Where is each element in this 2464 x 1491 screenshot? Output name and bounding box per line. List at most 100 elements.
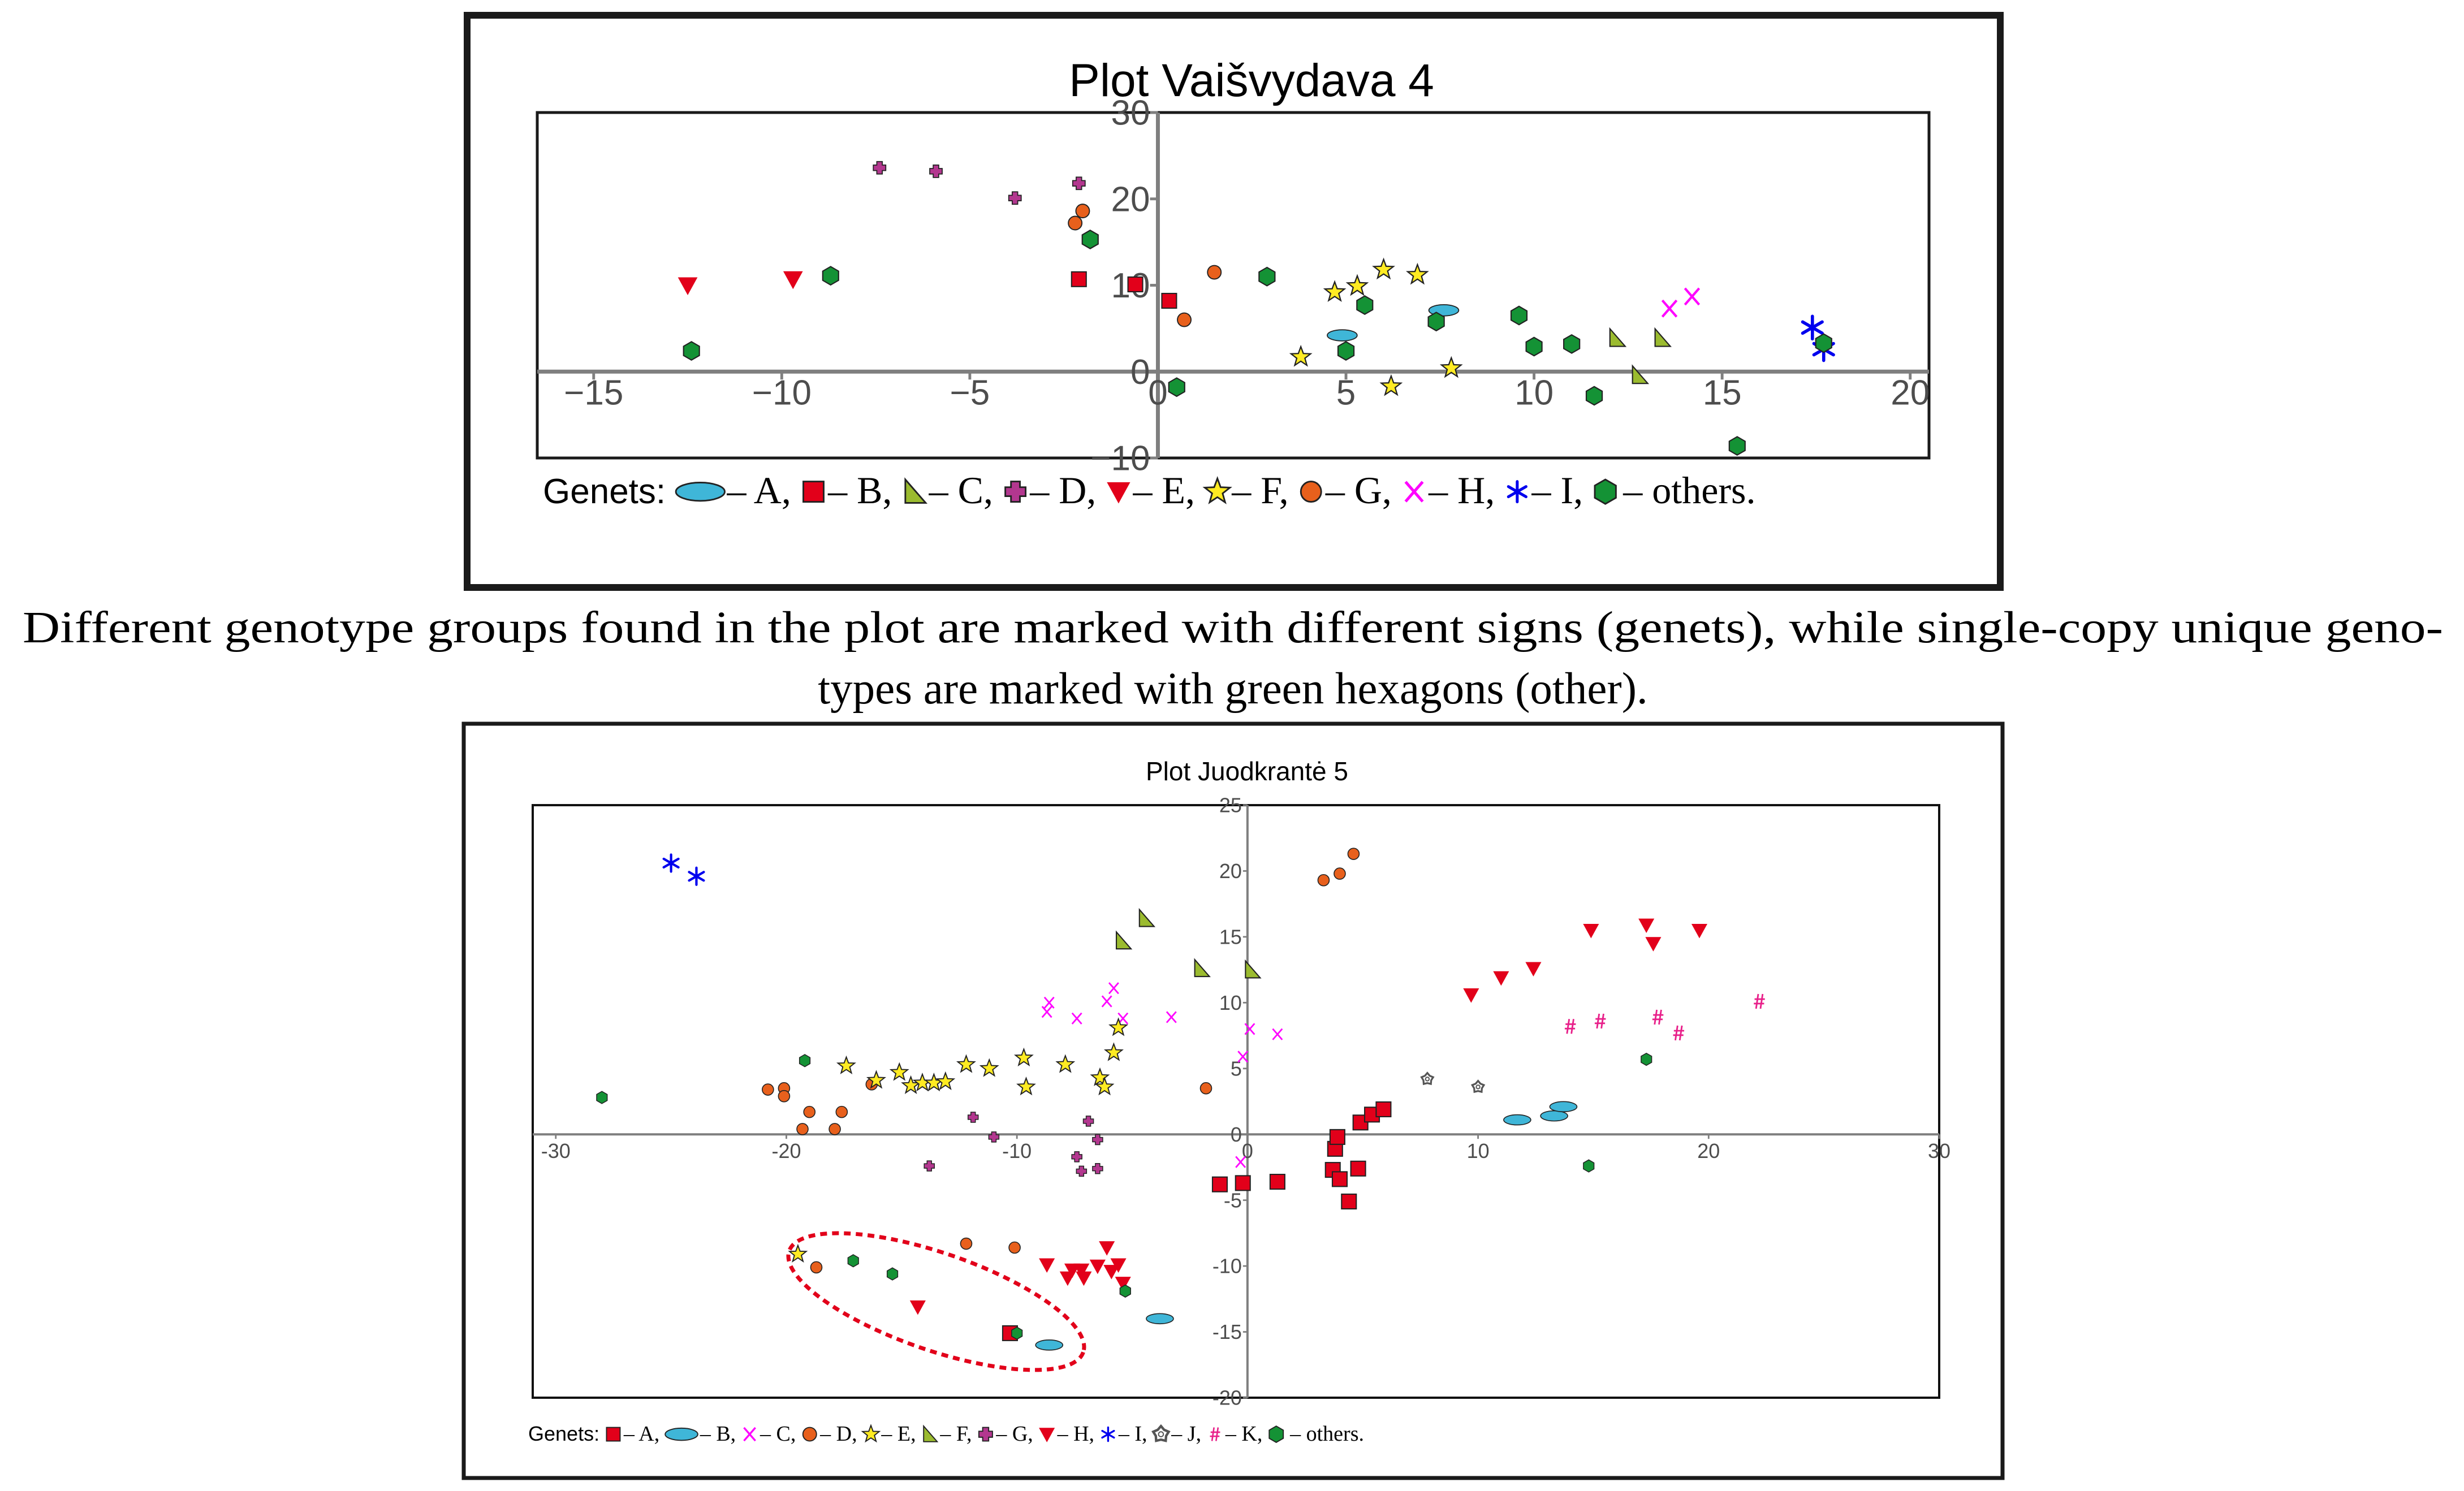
caption-line-2: types are marked with green hexagons (ot… [818,664,1648,714]
data-point [1470,1079,1486,1094]
data-point [1099,1241,1115,1256]
data-point [1329,1129,1345,1145]
series-others [683,230,1832,456]
series-C [1041,982,1283,1168]
legend-marker-cross [978,1427,993,1442]
data-point [1244,1023,1255,1035]
legend-marker-hexagon [1268,1425,1284,1444]
data-point [1594,1013,1606,1029]
data-point [909,1300,926,1315]
data-point [1406,262,1429,285]
x-tick-label: −5 [950,373,990,412]
data-point [1011,1326,1023,1340]
data-point [1177,312,1192,327]
data-point [1119,1284,1131,1298]
legend-marker-star [1202,476,1232,504]
data-point [1564,1019,1576,1034]
data-point [1008,191,1022,205]
plot-frame [536,111,1931,460]
data-point [1754,993,1765,1009]
data-point [1115,1277,1131,1291]
data-point [1654,327,1672,347]
series-B [1071,271,1177,309]
data-point [1503,1114,1531,1126]
y-tick-label: 20 [1111,180,1150,219]
x-tick-label: 20 [1891,373,1930,412]
y-tick-label: 5 [1231,1057,1242,1080]
data-point [1661,299,1678,318]
data-point [1583,1159,1595,1173]
legend-label: – D, [819,1422,857,1446]
panel-border [464,12,2004,591]
data-point [1673,1025,1685,1041]
chart-panel-vaisvydava: Plot Vaišvydava 4 −15−10−505101520302010… [464,12,2004,591]
data-point [1073,1263,1090,1278]
data-point [1082,1116,1094,1127]
data-point [1525,336,1543,357]
x-tick-label: -10 [1002,1139,1032,1162]
series-E [788,1017,1129,1263]
legend-marker-tridown [1107,482,1130,504]
legend-label: – C, [760,1422,796,1446]
annotation-dashed-ellipse [786,1231,1086,1372]
data-point [1207,265,1222,280]
legend-label: – C, [929,469,993,512]
data-point [778,1090,791,1103]
data-point [1089,1259,1106,1274]
legend-marker-asterisk [1101,1426,1115,1442]
data-point [1161,292,1177,309]
data-point [1347,848,1360,860]
data-point [1090,1067,1110,1086]
series-G [924,1112,1103,1177]
legend-title: Genets: [543,472,666,511]
data-point [1549,1101,1578,1113]
legend-label: – B, [700,1422,736,1446]
y-tick-label: −10 [1090,439,1150,478]
data-point [1645,937,1662,952]
data-point [1245,959,1262,979]
data-point [979,1058,999,1077]
data-point [1379,374,1403,396]
data-point [1801,314,1824,341]
data-point [1439,356,1463,378]
data-point [1331,1171,1348,1187]
x-tick-label: 20 [1697,1139,1720,1162]
y-tick-label: 25 [1219,794,1242,817]
data-point [935,1071,956,1090]
series-H [1661,287,1701,318]
series-I [662,853,705,886]
data-point [1350,1160,1366,1177]
x-tick-label: 5 [1336,373,1356,412]
y-tick-label: 0 [1130,353,1150,392]
data-point [1008,1241,1021,1254]
chart-legend: Genets: – A, – B, – C, – D, – E, – F, – G, – H, –… [528,1422,1364,1446]
data-point [799,1054,811,1068]
legend-label: – B, [827,469,892,512]
data-point [1525,962,1542,977]
data-point [1609,327,1627,347]
data-point [1072,176,1086,191]
data-point [1493,971,1509,986]
y-tick-label: -10 [1212,1255,1242,1278]
panel-border [461,721,2005,1480]
data-point [1108,982,1119,995]
data-point [1632,364,1650,384]
data-point [1016,1077,1036,1096]
x-tick-label: −15 [564,373,623,412]
legend-label: – A, [623,1422,659,1446]
legend-marker-square [606,1427,621,1442]
data-point [1041,1006,1052,1018]
data-point [822,266,839,286]
chart-title: Plot Juodkrantė 5 [1146,757,1348,786]
y-tick-label: 20 [1219,859,1242,883]
data-point [1076,1165,1088,1177]
data-point [1372,257,1396,280]
data-point [1235,1156,1246,1168]
legend-marker-x [1404,481,1424,503]
y-tick-label: 15 [1219,925,1242,948]
y-tick-label: 10 [1219,991,1242,1014]
legend-label: – G, [1325,469,1392,512]
caption-line-1: Different genotype groups found in the p… [23,603,2443,652]
data-point [678,277,698,296]
data-point [1728,436,1746,456]
